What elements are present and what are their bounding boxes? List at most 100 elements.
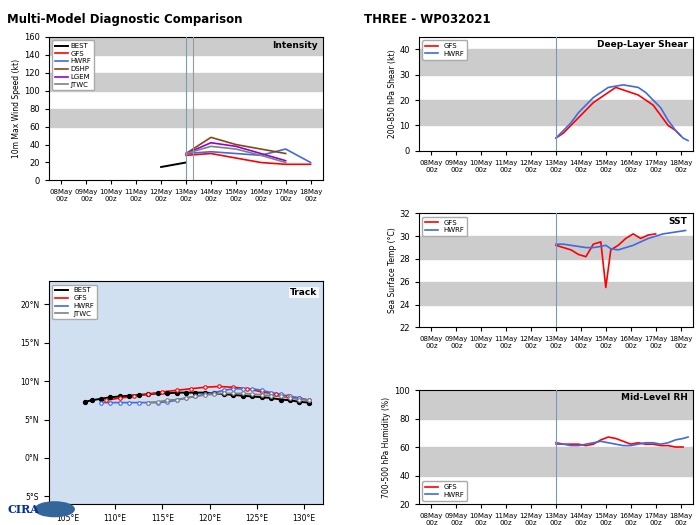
Text: SST: SST bbox=[668, 217, 687, 226]
GFS bbox=[644, 232, 652, 238]
GFS bbox=[596, 239, 605, 245]
GFS bbox=[589, 241, 598, 247]
Line: GFS: GFS bbox=[556, 437, 683, 447]
Y-axis label: 10m Max Wind Speed (kt): 10m Max Wind Speed (kt) bbox=[13, 59, 21, 158]
HWRF bbox=[552, 241, 560, 247]
GFS bbox=[582, 107, 590, 113]
GFS bbox=[657, 443, 665, 449]
GFS bbox=[589, 99, 598, 106]
HWRF bbox=[684, 434, 692, 440]
HWRF bbox=[652, 233, 660, 239]
HWRF bbox=[657, 104, 665, 111]
HWRF bbox=[604, 84, 612, 90]
HWRF bbox=[657, 441, 665, 447]
Circle shape bbox=[35, 502, 74, 517]
HWRF bbox=[634, 84, 643, 90]
HWRF bbox=[681, 227, 690, 234]
HWRF bbox=[612, 83, 620, 89]
GFS bbox=[567, 441, 575, 447]
HWRF bbox=[567, 242, 575, 248]
GFS bbox=[652, 231, 660, 237]
HWRF bbox=[596, 89, 605, 96]
GFS bbox=[664, 443, 672, 449]
GFS bbox=[574, 114, 582, 121]
GFS bbox=[614, 242, 622, 248]
GFS bbox=[604, 89, 612, 96]
HWRF bbox=[612, 441, 620, 447]
GFS bbox=[552, 439, 560, 446]
HWRF bbox=[659, 231, 667, 237]
Text: Intensity: Intensity bbox=[272, 41, 318, 50]
HWRF bbox=[671, 437, 680, 443]
GFS bbox=[629, 231, 638, 237]
HWRF bbox=[636, 239, 645, 245]
GFS bbox=[626, 89, 635, 96]
Legend: GFS, HWRF: GFS, HWRF bbox=[422, 40, 467, 59]
GFS bbox=[619, 87, 627, 93]
GFS bbox=[582, 254, 590, 260]
HWRF bbox=[664, 439, 672, 446]
Line: HWRF: HWRF bbox=[556, 230, 685, 250]
GFS bbox=[636, 235, 645, 242]
GFS bbox=[649, 441, 657, 447]
HWRF bbox=[619, 443, 627, 449]
HWRF bbox=[601, 242, 610, 248]
GFS bbox=[641, 97, 650, 103]
Legend: BEST, GFS, HWRF, DSHP, LGEM, JTWC: BEST, GFS, HWRF, DSHP, LGEM, JTWC bbox=[52, 40, 94, 90]
Bar bbox=[419, 236, 693, 259]
GFS bbox=[657, 112, 665, 119]
Legend: BEST, GFS, HWRF, JTWC: BEST, GFS, HWRF, JTWC bbox=[52, 285, 97, 320]
GFS bbox=[626, 441, 635, 447]
HWRF bbox=[684, 138, 692, 144]
GFS bbox=[676, 132, 685, 139]
GFS bbox=[649, 102, 657, 108]
GFS bbox=[664, 122, 672, 129]
HWRF bbox=[559, 241, 568, 247]
Text: CIRA: CIRA bbox=[7, 504, 39, 514]
Text: Mid-Level RH: Mid-Level RH bbox=[621, 393, 687, 403]
HWRF bbox=[649, 97, 657, 103]
HWRF bbox=[679, 135, 687, 141]
Bar bbox=[49, 37, 323, 55]
Legend: GFS, HWRF: GFS, HWRF bbox=[422, 481, 467, 500]
GFS bbox=[596, 94, 605, 101]
HWRF bbox=[582, 102, 590, 108]
HWRF bbox=[574, 243, 582, 249]
HWRF bbox=[582, 245, 590, 251]
GFS bbox=[559, 245, 568, 251]
HWRF bbox=[626, 443, 635, 449]
GFS bbox=[574, 251, 582, 258]
HWRF bbox=[666, 229, 675, 236]
HWRF bbox=[619, 82, 627, 88]
GFS bbox=[589, 441, 598, 447]
Line: GFS: GFS bbox=[556, 234, 656, 288]
Bar bbox=[419, 390, 693, 418]
Text: Multi-Model Diagnostic Comparison: Multi-Model Diagnostic Comparison bbox=[7, 13, 242, 26]
HWRF bbox=[589, 245, 598, 251]
Bar bbox=[419, 100, 693, 125]
GFS bbox=[596, 437, 605, 443]
HWRF bbox=[559, 127, 568, 133]
GFS bbox=[604, 434, 612, 440]
HWRF bbox=[552, 135, 560, 141]
GFS bbox=[582, 443, 590, 449]
Bar bbox=[419, 447, 693, 476]
HWRF bbox=[679, 435, 687, 442]
Line: HWRF: HWRF bbox=[556, 85, 688, 141]
Bar bbox=[49, 72, 323, 91]
HWRF bbox=[641, 439, 650, 446]
Bar bbox=[419, 282, 693, 304]
Line: GFS: GFS bbox=[556, 87, 680, 138]
HWRF bbox=[671, 127, 680, 133]
GFS bbox=[559, 441, 568, 447]
GFS bbox=[567, 247, 575, 253]
GFS bbox=[574, 441, 582, 447]
HWRF bbox=[582, 441, 590, 447]
Text: Track: Track bbox=[290, 288, 318, 297]
GFS bbox=[619, 438, 627, 445]
HWRF bbox=[644, 235, 652, 242]
GFS bbox=[552, 135, 560, 141]
GFS bbox=[622, 235, 630, 242]
GFS bbox=[634, 439, 643, 446]
HWRF bbox=[607, 246, 615, 252]
